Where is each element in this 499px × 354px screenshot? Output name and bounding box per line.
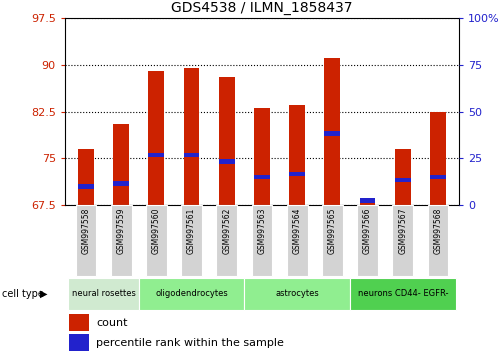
Text: GSM997567: GSM997567 xyxy=(398,207,407,254)
Text: GSM997558: GSM997558 xyxy=(81,207,90,254)
Bar xyxy=(146,205,167,276)
Text: GSM997565: GSM997565 xyxy=(328,207,337,254)
Text: GSM997563: GSM997563 xyxy=(257,207,266,254)
Bar xyxy=(430,175,446,179)
Text: ▶: ▶ xyxy=(40,289,48,299)
Bar xyxy=(287,205,307,276)
Bar xyxy=(149,153,164,158)
Bar xyxy=(184,68,200,205)
Text: percentile rank within the sample: percentile rank within the sample xyxy=(96,337,284,348)
Bar xyxy=(254,108,270,205)
Text: GSM997566: GSM997566 xyxy=(363,207,372,254)
Bar xyxy=(357,205,378,276)
Bar xyxy=(254,175,270,179)
Bar xyxy=(217,205,237,276)
Text: neural rosettes: neural rosettes xyxy=(72,289,136,298)
Bar xyxy=(139,278,245,310)
Bar xyxy=(184,153,200,158)
Bar xyxy=(360,199,375,205)
Text: GSM997560: GSM997560 xyxy=(152,207,161,254)
Bar xyxy=(68,278,139,310)
Bar xyxy=(322,205,343,276)
Text: GSM997568: GSM997568 xyxy=(434,207,443,254)
Bar xyxy=(69,314,88,331)
Bar xyxy=(76,205,96,276)
Bar xyxy=(395,149,411,205)
Text: astrocytes: astrocytes xyxy=(275,289,319,298)
Text: GSM997559: GSM997559 xyxy=(117,207,126,254)
Bar xyxy=(428,205,448,276)
Bar xyxy=(69,335,88,350)
Text: GSM997564: GSM997564 xyxy=(293,207,302,254)
Text: oligodendrocytes: oligodendrocytes xyxy=(155,289,228,298)
Bar xyxy=(251,205,272,276)
Text: neurons CD44- EGFR-: neurons CD44- EGFR- xyxy=(357,289,448,298)
Bar xyxy=(113,181,129,185)
Text: GSM997561: GSM997561 xyxy=(187,207,196,254)
Bar xyxy=(219,77,235,205)
Bar xyxy=(360,198,375,202)
Bar xyxy=(324,131,340,136)
Bar xyxy=(219,159,235,164)
Bar xyxy=(350,278,456,310)
Bar xyxy=(245,278,350,310)
Bar xyxy=(111,205,132,276)
Bar xyxy=(149,71,164,205)
Bar xyxy=(392,205,413,276)
Text: cell type: cell type xyxy=(2,289,44,299)
Bar xyxy=(395,178,411,183)
Text: count: count xyxy=(96,318,128,327)
Bar xyxy=(78,184,94,189)
Bar xyxy=(430,112,446,205)
Bar xyxy=(289,172,305,176)
Bar xyxy=(324,58,340,205)
Bar xyxy=(289,105,305,205)
Bar xyxy=(113,124,129,205)
Title: GDS4538 / ILMN_1858437: GDS4538 / ILMN_1858437 xyxy=(171,1,353,15)
Bar xyxy=(181,205,202,276)
Bar xyxy=(78,149,94,205)
Text: GSM997562: GSM997562 xyxy=(222,207,231,254)
